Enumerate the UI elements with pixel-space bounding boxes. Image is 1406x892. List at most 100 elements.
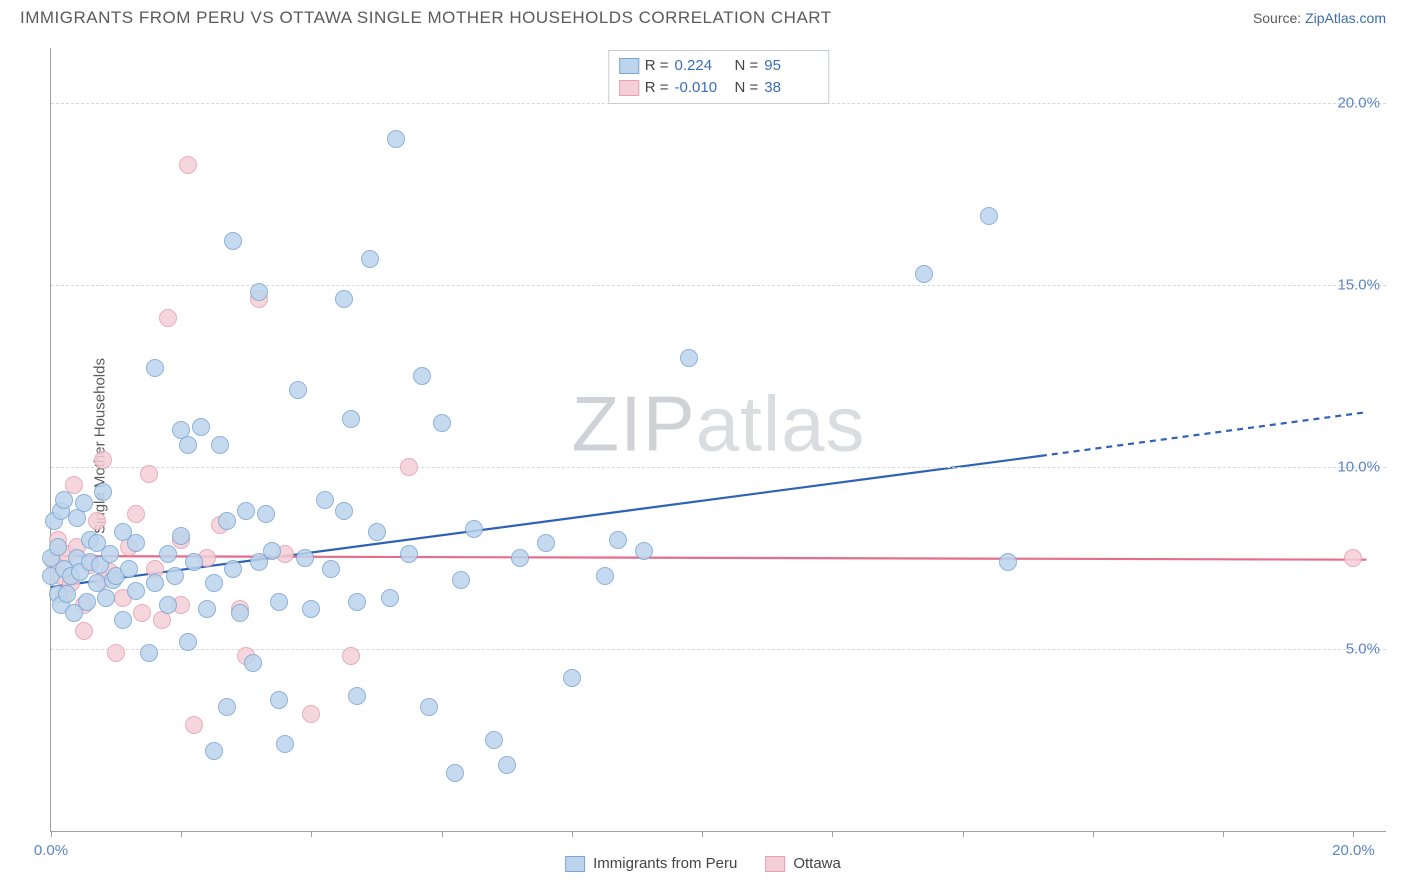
watermark: ZIPatlas xyxy=(571,378,865,469)
data-point-ottawa xyxy=(88,512,106,530)
data-point-peru xyxy=(94,483,112,501)
data-point-peru xyxy=(231,604,249,622)
x-tick-label: 20.0% xyxy=(1332,842,1375,859)
chart-title: IMMIGRANTS FROM PERU VS OTTAWA SINGLE MO… xyxy=(20,8,832,28)
data-point-peru xyxy=(596,567,614,585)
data-point-peru xyxy=(179,633,197,651)
n-value-peru: 95 xyxy=(764,55,818,77)
data-point-peru xyxy=(218,698,236,716)
data-point-peru xyxy=(348,687,366,705)
legend-item-peru: Immigrants from Peru xyxy=(565,855,737,872)
data-point-peru xyxy=(335,502,353,520)
data-point-peru xyxy=(446,764,464,782)
data-point-peru xyxy=(420,698,438,716)
swatch-peru xyxy=(565,856,585,872)
y-tick-label: 15.0% xyxy=(1337,276,1380,293)
data-point-peru xyxy=(192,418,210,436)
data-point-peru xyxy=(485,731,503,749)
data-point-peru xyxy=(244,654,262,672)
chart-plot-area: ZIPatlas R = 0.224 N = 95 R = -0.010 N =… xyxy=(50,48,1386,832)
swatch-ottawa xyxy=(619,80,639,96)
data-point-peru xyxy=(179,436,197,454)
x-tick xyxy=(702,831,703,837)
data-point-peru xyxy=(114,611,132,629)
data-point-peru xyxy=(980,207,998,225)
data-point-peru xyxy=(159,545,177,563)
r-value-ottawa: -0.010 xyxy=(675,77,729,99)
data-point-peru xyxy=(58,585,76,603)
data-point-peru xyxy=(224,232,242,250)
data-point-peru xyxy=(413,367,431,385)
legend-series: Immigrants from Peru Ottawa xyxy=(565,855,841,872)
data-point-ottawa xyxy=(94,451,112,469)
data-point-peru xyxy=(185,553,203,571)
data-point-peru xyxy=(348,593,366,611)
data-point-peru xyxy=(120,560,138,578)
x-tick xyxy=(1223,831,1224,837)
data-point-peru xyxy=(159,596,177,614)
data-point-peru xyxy=(316,491,334,509)
source-link[interactable]: ZipAtlas.com xyxy=(1305,10,1386,26)
data-point-peru xyxy=(257,505,275,523)
data-point-peru xyxy=(400,545,418,563)
data-point-peru xyxy=(263,542,281,560)
x-tick xyxy=(442,831,443,837)
data-point-peru xyxy=(172,527,190,545)
data-point-peru xyxy=(289,381,307,399)
data-point-peru xyxy=(368,523,386,541)
data-point-peru xyxy=(55,491,73,509)
data-point-ottawa xyxy=(185,716,203,734)
data-point-peru xyxy=(205,574,223,592)
data-point-ottawa xyxy=(133,604,151,622)
data-point-peru xyxy=(511,549,529,567)
r-value-peru: 0.224 xyxy=(675,55,729,77)
legend-correlation: R = 0.224 N = 95 R = -0.010 N = 38 xyxy=(608,50,830,104)
data-point-peru xyxy=(127,534,145,552)
data-point-peru xyxy=(387,130,405,148)
series-label-peru: Immigrants from Peru xyxy=(593,855,737,872)
data-point-peru xyxy=(335,290,353,308)
data-point-peru xyxy=(680,349,698,367)
data-point-peru xyxy=(609,531,627,549)
data-point-peru xyxy=(198,600,216,618)
data-point-peru xyxy=(224,560,242,578)
data-point-peru xyxy=(498,756,516,774)
data-point-ottawa xyxy=(400,458,418,476)
legend-item-ottawa: Ottawa xyxy=(765,855,841,872)
data-point-peru xyxy=(999,553,1017,571)
data-point-ottawa xyxy=(159,309,177,327)
data-point-ottawa xyxy=(302,705,320,723)
x-tick-label: 0.0% xyxy=(34,842,68,859)
data-point-peru xyxy=(302,600,320,618)
series-label-ottawa: Ottawa xyxy=(793,855,841,872)
data-point-peru xyxy=(237,502,255,520)
legend-row-peru: R = 0.224 N = 95 xyxy=(619,55,819,77)
data-point-ottawa xyxy=(75,622,93,640)
data-point-peru xyxy=(78,593,96,611)
y-tick-label: 10.0% xyxy=(1337,458,1380,475)
legend-row-ottawa: R = -0.010 N = 38 xyxy=(619,77,819,99)
data-point-peru xyxy=(452,571,470,589)
data-point-peru xyxy=(49,538,67,556)
x-tick xyxy=(1353,831,1354,837)
x-tick xyxy=(311,831,312,837)
data-point-ottawa xyxy=(179,156,197,174)
data-point-peru xyxy=(270,593,288,611)
data-point-peru xyxy=(166,567,184,585)
x-tick xyxy=(963,831,964,837)
source-label: Source: xyxy=(1253,10,1305,26)
data-point-peru xyxy=(75,494,93,512)
data-point-peru xyxy=(915,265,933,283)
x-tick xyxy=(1093,831,1094,837)
data-point-peru xyxy=(322,560,340,578)
data-point-ottawa xyxy=(1344,549,1362,567)
n-value-ottawa: 38 xyxy=(764,77,818,99)
data-point-ottawa xyxy=(140,465,158,483)
swatch-ottawa xyxy=(765,856,785,872)
data-point-peru xyxy=(563,669,581,687)
y-tick-label: 5.0% xyxy=(1346,640,1380,657)
x-tick xyxy=(832,831,833,837)
data-point-peru xyxy=(211,436,229,454)
data-point-peru xyxy=(276,735,294,753)
data-point-peru xyxy=(433,414,451,432)
